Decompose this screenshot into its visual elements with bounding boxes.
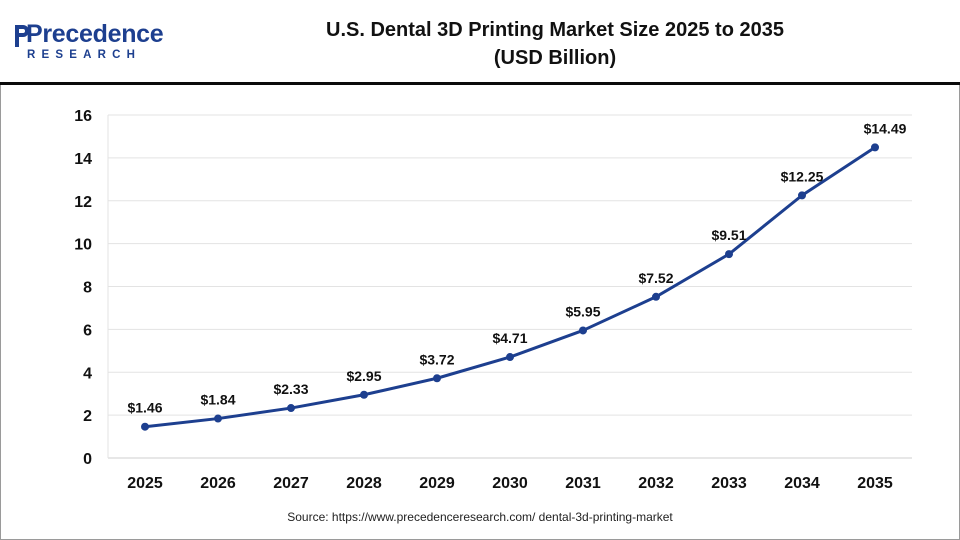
data-point — [360, 390, 368, 399]
source-note: Source: https://www.precedenceresearch.c… — [287, 510, 673, 524]
data-label: $12.25 — [781, 168, 824, 184]
data-label: $14.49 — [864, 120, 907, 136]
data-point — [287, 404, 295, 413]
header: Precedence RESEARCH U.S. Dental 3D Print… — [0, 0, 960, 82]
y-tick-label: 14 — [74, 151, 92, 168]
data-points — [141, 143, 879, 431]
chart-title-line-1: U.S. Dental 3D Printing Market Size 2025… — [326, 19, 784, 41]
logo-wordmark: Precedence — [26, 20, 164, 48]
data-label: $1.46 — [127, 400, 162, 416]
x-tick-label: 2035 — [857, 475, 893, 492]
x-tick-label: 2027 — [273, 475, 309, 492]
data-point — [214, 414, 222, 423]
data-point — [141, 422, 149, 431]
chart-title: U.S. Dental 3D Printing Market Size 2025… — [250, 16, 860, 72]
data-label: $3.72 — [419, 351, 454, 367]
data-point — [433, 374, 441, 383]
y-tick-label: 8 — [83, 280, 92, 297]
x-axis-ticks: 2025 2026 2027 2028 2029 2030 2031 2032 2033 2034… — [127, 475, 893, 492]
y-axis-ticks: 0 2 4 6 8 10 12 14 16 — [74, 108, 92, 468]
x-tick-label: 2032 — [638, 475, 674, 492]
data-label: $5.95 — [565, 303, 600, 319]
x-tick-label: 2025 — [127, 475, 163, 492]
y-tick-label: 6 — [83, 322, 92, 339]
data-point — [871, 143, 879, 152]
x-tick-label: 2028 — [346, 475, 382, 492]
x-tick-label: 2026 — [200, 475, 236, 492]
x-tick-label: 2031 — [565, 475, 601, 492]
data-point — [652, 292, 660, 301]
chart-title-line-2: (USD Billion) — [493, 47, 617, 69]
data-point — [506, 353, 514, 362]
data-label: $4.71 — [492, 330, 527, 346]
y-tick-label: 16 — [74, 108, 92, 125]
x-tick-label: 2033 — [711, 475, 747, 492]
data-label: $2.33 — [273, 381, 308, 397]
y-tick-label: 4 — [83, 365, 92, 382]
series-line — [143, 145, 877, 429]
y-tick-label: 12 — [74, 194, 92, 211]
logo-subtitle: RESEARCH — [27, 49, 142, 61]
data-label: $2.95 — [346, 368, 381, 384]
x-tick-label: 2034 — [784, 475, 820, 492]
x-tick-label: 2030 — [492, 475, 528, 492]
logo-mark-icon — [15, 25, 28, 47]
data-label: $1.84 — [200, 392, 235, 408]
header-divider — [0, 82, 960, 85]
y-tick-label: 10 — [74, 237, 92, 254]
data-label: $7.52 — [638, 270, 673, 286]
data-label: $9.51 — [711, 227, 746, 243]
y-tick-label: 0 — [83, 451, 92, 468]
data-labels: $1.46 $1.84 $2.33 $2.95 $3.72 $4.71 $5.95 $7.52… — [127, 120, 906, 415]
data-point — [798, 191, 806, 200]
data-point — [579, 326, 587, 335]
data-point — [725, 250, 733, 259]
x-tick-label: 2029 — [419, 475, 455, 492]
precedence-research-logo: Precedence RESEARCH — [14, 18, 174, 66]
y-tick-label: 2 — [83, 408, 92, 425]
